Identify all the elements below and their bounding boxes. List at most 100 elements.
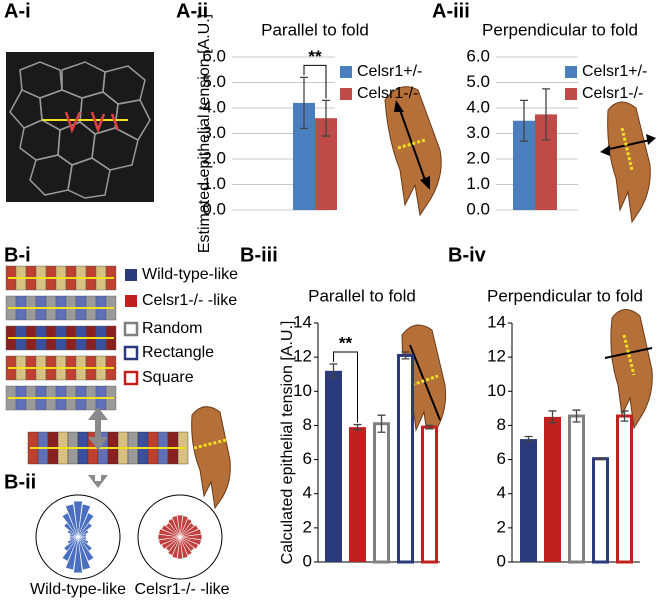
- error-bar: [542, 88, 550, 141]
- y-tick-label: 0: [303, 551, 312, 570]
- rose-wedge: [179, 515, 189, 538]
- y-tick-label: 0.0: [202, 199, 226, 218]
- error-bar: [596, 457, 605, 461]
- significance-label: **: [339, 333, 353, 352]
- y-tick-label: 1.0: [466, 174, 490, 193]
- legend-swatch: [125, 269, 137, 281]
- legend-label: Celsr1-/-: [582, 85, 643, 102]
- rose-wedge: [179, 524, 199, 538]
- rose-wedge: [171, 536, 181, 559]
- y-tick-label: 6: [497, 449, 506, 468]
- bar: [616, 414, 633, 564]
- y-tick-label: 2: [303, 517, 312, 536]
- y-tick-label: 3.0: [202, 123, 226, 142]
- error-bar: [329, 363, 338, 379]
- rose-wedge: [77, 503, 91, 538]
- legend-label: Square: [142, 369, 194, 386]
- red-tracing: [64, 111, 120, 134]
- rose-wedge: [65, 536, 79, 571]
- panel-label: A-iii: [432, 0, 470, 22]
- rose-wedge: [61, 512, 79, 538]
- rose-wedge: [179, 518, 193, 538]
- chart-title: Parallel to fold: [261, 20, 369, 39]
- rose-wedge: [157, 534, 181, 540]
- rose-wedge: [167, 518, 181, 538]
- rose-wedge: [158, 528, 181, 538]
- y-tick-label: 5.0: [202, 72, 226, 91]
- rose-wedge: [171, 515, 181, 538]
- tissue-sketch: [191, 406, 231, 510]
- error-bar: [548, 410, 557, 424]
- bar: [568, 414, 585, 564]
- rose-wedge: [77, 533, 87, 538]
- error-bar: [572, 409, 581, 423]
- y-tick-label: 6.0: [202, 46, 226, 65]
- legend-swatch: [123, 321, 139, 337]
- y-tick-label: 10: [293, 381, 312, 400]
- legend-swatch: [340, 88, 352, 100]
- rose-diagrams: [61, 501, 203, 573]
- bar: [535, 114, 557, 210]
- panel-label: B-i: [4, 244, 31, 266]
- error-bar: [620, 410, 629, 422]
- tissue-sketch: [384, 86, 442, 217]
- legend-label: Celsr1+/-: [357, 63, 422, 80]
- y-tick-label: 12: [293, 347, 312, 366]
- legend-swatch: [340, 66, 352, 78]
- y-tick-label: 0.0: [466, 199, 490, 218]
- rose-label: Celsr1-/- -like: [134, 581, 229, 598]
- rose-wedge: [179, 536, 199, 550]
- rose-circle: [137, 494, 223, 580]
- y-tick-label: 8: [303, 415, 312, 434]
- y-tick-label: 14: [293, 312, 312, 331]
- bar: [397, 353, 414, 564]
- chart-title: Perpendicular to fold: [487, 286, 643, 305]
- chart-title: Perpendicular to fold: [482, 20, 638, 39]
- rose-wedge: [179, 528, 202, 538]
- error-bar: [377, 414, 386, 433]
- micrograph: [6, 52, 154, 202]
- y-tick-label: 10: [487, 381, 506, 400]
- legend-label: Celsr1-/-: [357, 85, 418, 102]
- error-bar: [524, 435, 533, 443]
- rose-label: Wild-type-like: [30, 581, 126, 598]
- panel-label: B-ii: [4, 471, 36, 493]
- significance-bracket: [333, 351, 358, 423]
- rose-wedge: [65, 503, 79, 538]
- bar: [544, 416, 561, 562]
- bar: [513, 120, 535, 210]
- y-tick-label: 6: [303, 449, 312, 468]
- error-bar: [300, 76, 308, 130]
- y-tick-label: 4: [303, 483, 312, 502]
- y-tick-label: 3.0: [466, 123, 490, 142]
- arrow-head: [88, 475, 108, 488]
- rose-wedge: [73, 536, 83, 573]
- tissue-strips: [5, 265, 189, 465]
- rose-wedge: [177, 536, 183, 560]
- panel-label: B-iv: [448, 244, 487, 266]
- legend-label: Random: [142, 320, 202, 337]
- bar: [592, 457, 609, 564]
- y-tick-label: 2: [497, 517, 506, 536]
- y-tick-label: 4: [497, 483, 506, 502]
- legend-label: Rectangle: [142, 344, 214, 361]
- y-tick-label: 14: [487, 312, 506, 331]
- error-bar: [425, 424, 434, 430]
- rose-wedge: [167, 536, 181, 556]
- bar: [373, 422, 390, 564]
- bar: [293, 102, 315, 210]
- rose-wedge: [61, 536, 79, 562]
- rose-wedge: [179, 536, 202, 546]
- error-bar: [353, 423, 362, 431]
- rose-wedge: [158, 536, 181, 546]
- y-tick-label: 2.0: [466, 148, 490, 167]
- legend-swatch: [125, 295, 137, 307]
- rose-wedge: [179, 534, 203, 540]
- legend-swatch: [565, 66, 577, 78]
- y-tick-label: 4.0: [466, 97, 490, 116]
- y-tick-label: 8: [497, 415, 506, 434]
- y-axis-label: Calculated epithelial tension [A.U.]: [279, 321, 296, 565]
- cell-outlines: [9, 61, 151, 199]
- y-tick-label: 6.0: [466, 46, 490, 65]
